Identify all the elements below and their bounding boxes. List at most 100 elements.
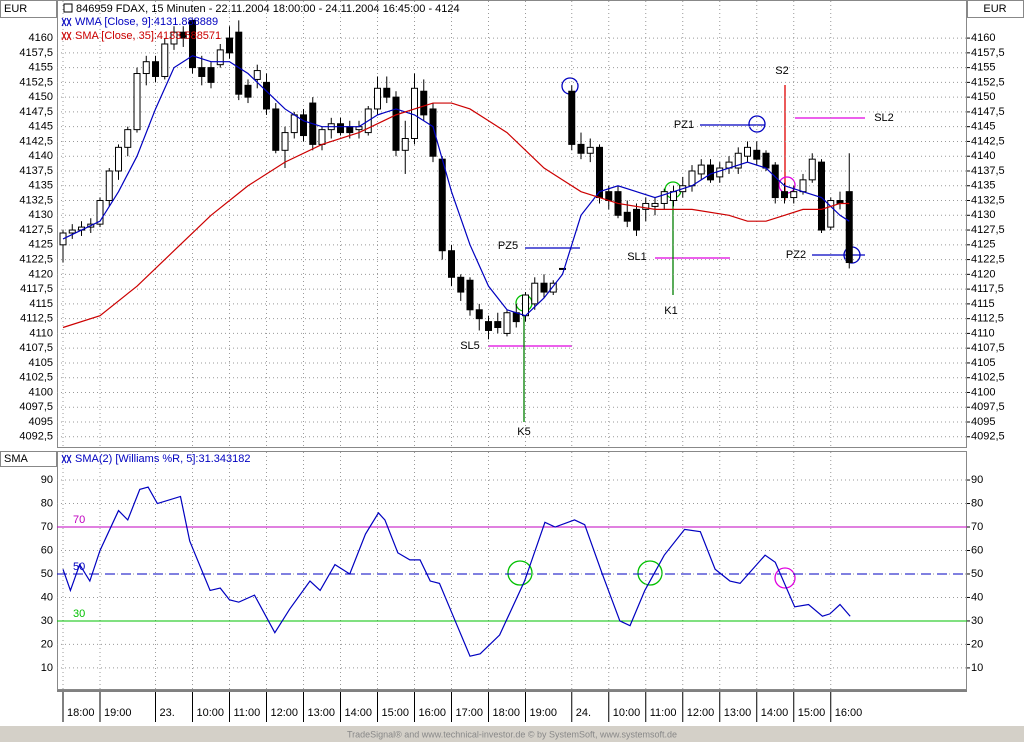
- y-tick-label: 4135: [29, 180, 53, 192]
- candle-body: [179, 31, 187, 39]
- y-tick-label: 4092,5: [19, 431, 53, 443]
- y-tick-label: 40: [41, 591, 53, 603]
- x-tick-label: 14:00: [761, 707, 789, 719]
- y-tick-label: 4100: [29, 386, 53, 398]
- candle-body: [623, 211, 631, 222]
- y-tick-label: 4117,5: [20, 283, 53, 295]
- candle-body: [475, 309, 483, 320]
- x-tick-label: 16:00: [419, 707, 447, 719]
- candle-body: [383, 87, 391, 98]
- candle-body: [216, 49, 224, 66]
- legend-icon: [61, 31, 72, 41]
- y-tick-label: 4112,5: [20, 313, 53, 325]
- y-tick-label: 4115: [29, 298, 53, 310]
- annotation: K5: [517, 426, 530, 438]
- y-tick-label: 50: [971, 568, 983, 580]
- annotation: PZ1: [674, 119, 694, 131]
- y-tick-label: 4160: [971, 32, 995, 44]
- candle-body: [466, 279, 474, 311]
- marker-circle: [507, 560, 533, 586]
- y-tick-label: 50: [41, 568, 53, 580]
- candle-body: [263, 81, 271, 110]
- y-tick-label: 4142,5: [19, 135, 53, 147]
- annotation: PZ2: [786, 249, 806, 261]
- y-tick-label: 4152,5: [971, 76, 1005, 88]
- y-tick-label: 4097,5: [19, 401, 53, 413]
- x-tick-label: 15:00: [382, 707, 410, 719]
- candle-body: [438, 158, 446, 252]
- candle-body: [762, 152, 770, 169]
- candle-body: [420, 90, 428, 116]
- x-tick-label: 17:00: [456, 707, 484, 719]
- marker-circle: [637, 560, 663, 586]
- title-icon: [63, 3, 73, 13]
- candle-body: [494, 321, 502, 329]
- candle-body: [817, 161, 825, 231]
- candle-body: [448, 250, 456, 278]
- candle-body: [808, 158, 816, 181]
- legend-entry: WMA [Close, 9]:4131.888889: [75, 16, 218, 28]
- candle-body: [753, 149, 761, 160]
- candle-body: [207, 67, 215, 83]
- y-tick-label: 4125: [971, 239, 995, 251]
- y-tick-label: 4097,5: [971, 401, 1005, 413]
- candle-body: [392, 96, 400, 151]
- annotation: K1: [664, 305, 677, 317]
- y-tick-label: 30: [971, 615, 983, 627]
- y-tick-label: 4132,5: [971, 194, 1005, 206]
- marker-circle: [774, 567, 796, 589]
- y-tick-label: 4105: [971, 357, 995, 369]
- y-tick-label: 4145: [29, 121, 53, 133]
- y-tick-label: 80: [41, 497, 53, 509]
- y-tick-label: 4112,5: [971, 313, 1004, 325]
- y-tick-label: 4155: [971, 62, 995, 74]
- series-line: [62, 102, 850, 329]
- y-tick-label: 4115: [971, 298, 995, 310]
- y-tick-label: 4120: [29, 268, 53, 280]
- y-tick-label: 4095: [29, 416, 53, 428]
- x-tick-label: 11:00: [234, 707, 261, 719]
- candle-body: [799, 179, 807, 193]
- y-tick-label: 4135: [971, 180, 995, 192]
- candle-body: [781, 191, 789, 199]
- y-tick-label: 4147,5: [19, 106, 53, 118]
- annotation: SL2: [874, 112, 894, 124]
- candle-body: [559, 267, 567, 270]
- y-tick-label: 4107,5: [971, 342, 1005, 354]
- candle-body: [734, 152, 742, 169]
- x-tick-label: 19:00: [104, 707, 132, 719]
- candle-body: [337, 123, 345, 134]
- candle-body: [549, 282, 557, 293]
- oscillator-panel: [57, 451, 967, 690]
- y-tick-label: 4110: [971, 327, 995, 339]
- x-tick-label: 16:00: [835, 707, 863, 719]
- x-tick-label: 13:00: [724, 707, 752, 719]
- y-tick-label: 10: [971, 662, 983, 674]
- candle-body: [152, 61, 160, 77]
- footer: TradeSignal® and www.technical-investor.…: [347, 729, 677, 739]
- y-tick-label: 4145: [971, 121, 995, 133]
- y-tick-label: 4140: [971, 150, 995, 162]
- y-tick-label: 4125: [29, 239, 53, 251]
- candle-body: [586, 146, 594, 154]
- candle-body: [540, 282, 548, 293]
- candle-body: [281, 132, 289, 151]
- candle-body: [642, 202, 650, 210]
- currency-label: EUR: [4, 3, 27, 15]
- y-tick-label: 10: [41, 662, 53, 674]
- y-tick-label: 4137,5: [19, 165, 53, 177]
- candle-body: [577, 143, 585, 154]
- series-line: [62, 486, 851, 657]
- footer-bar: [0, 726, 1024, 742]
- y-tick-label: 4122,5: [971, 253, 1005, 265]
- annotation: S2: [775, 65, 788, 77]
- candle-body: [605, 191, 613, 202]
- y-tick-label: 30: [41, 615, 53, 627]
- candle-body: [707, 164, 715, 181]
- y-tick-label: 60: [41, 544, 53, 556]
- y-tick-label: 4130: [971, 209, 995, 221]
- candle-body: [697, 164, 705, 175]
- x-tick-label: 23.: [160, 707, 175, 719]
- candle-body: [272, 108, 280, 151]
